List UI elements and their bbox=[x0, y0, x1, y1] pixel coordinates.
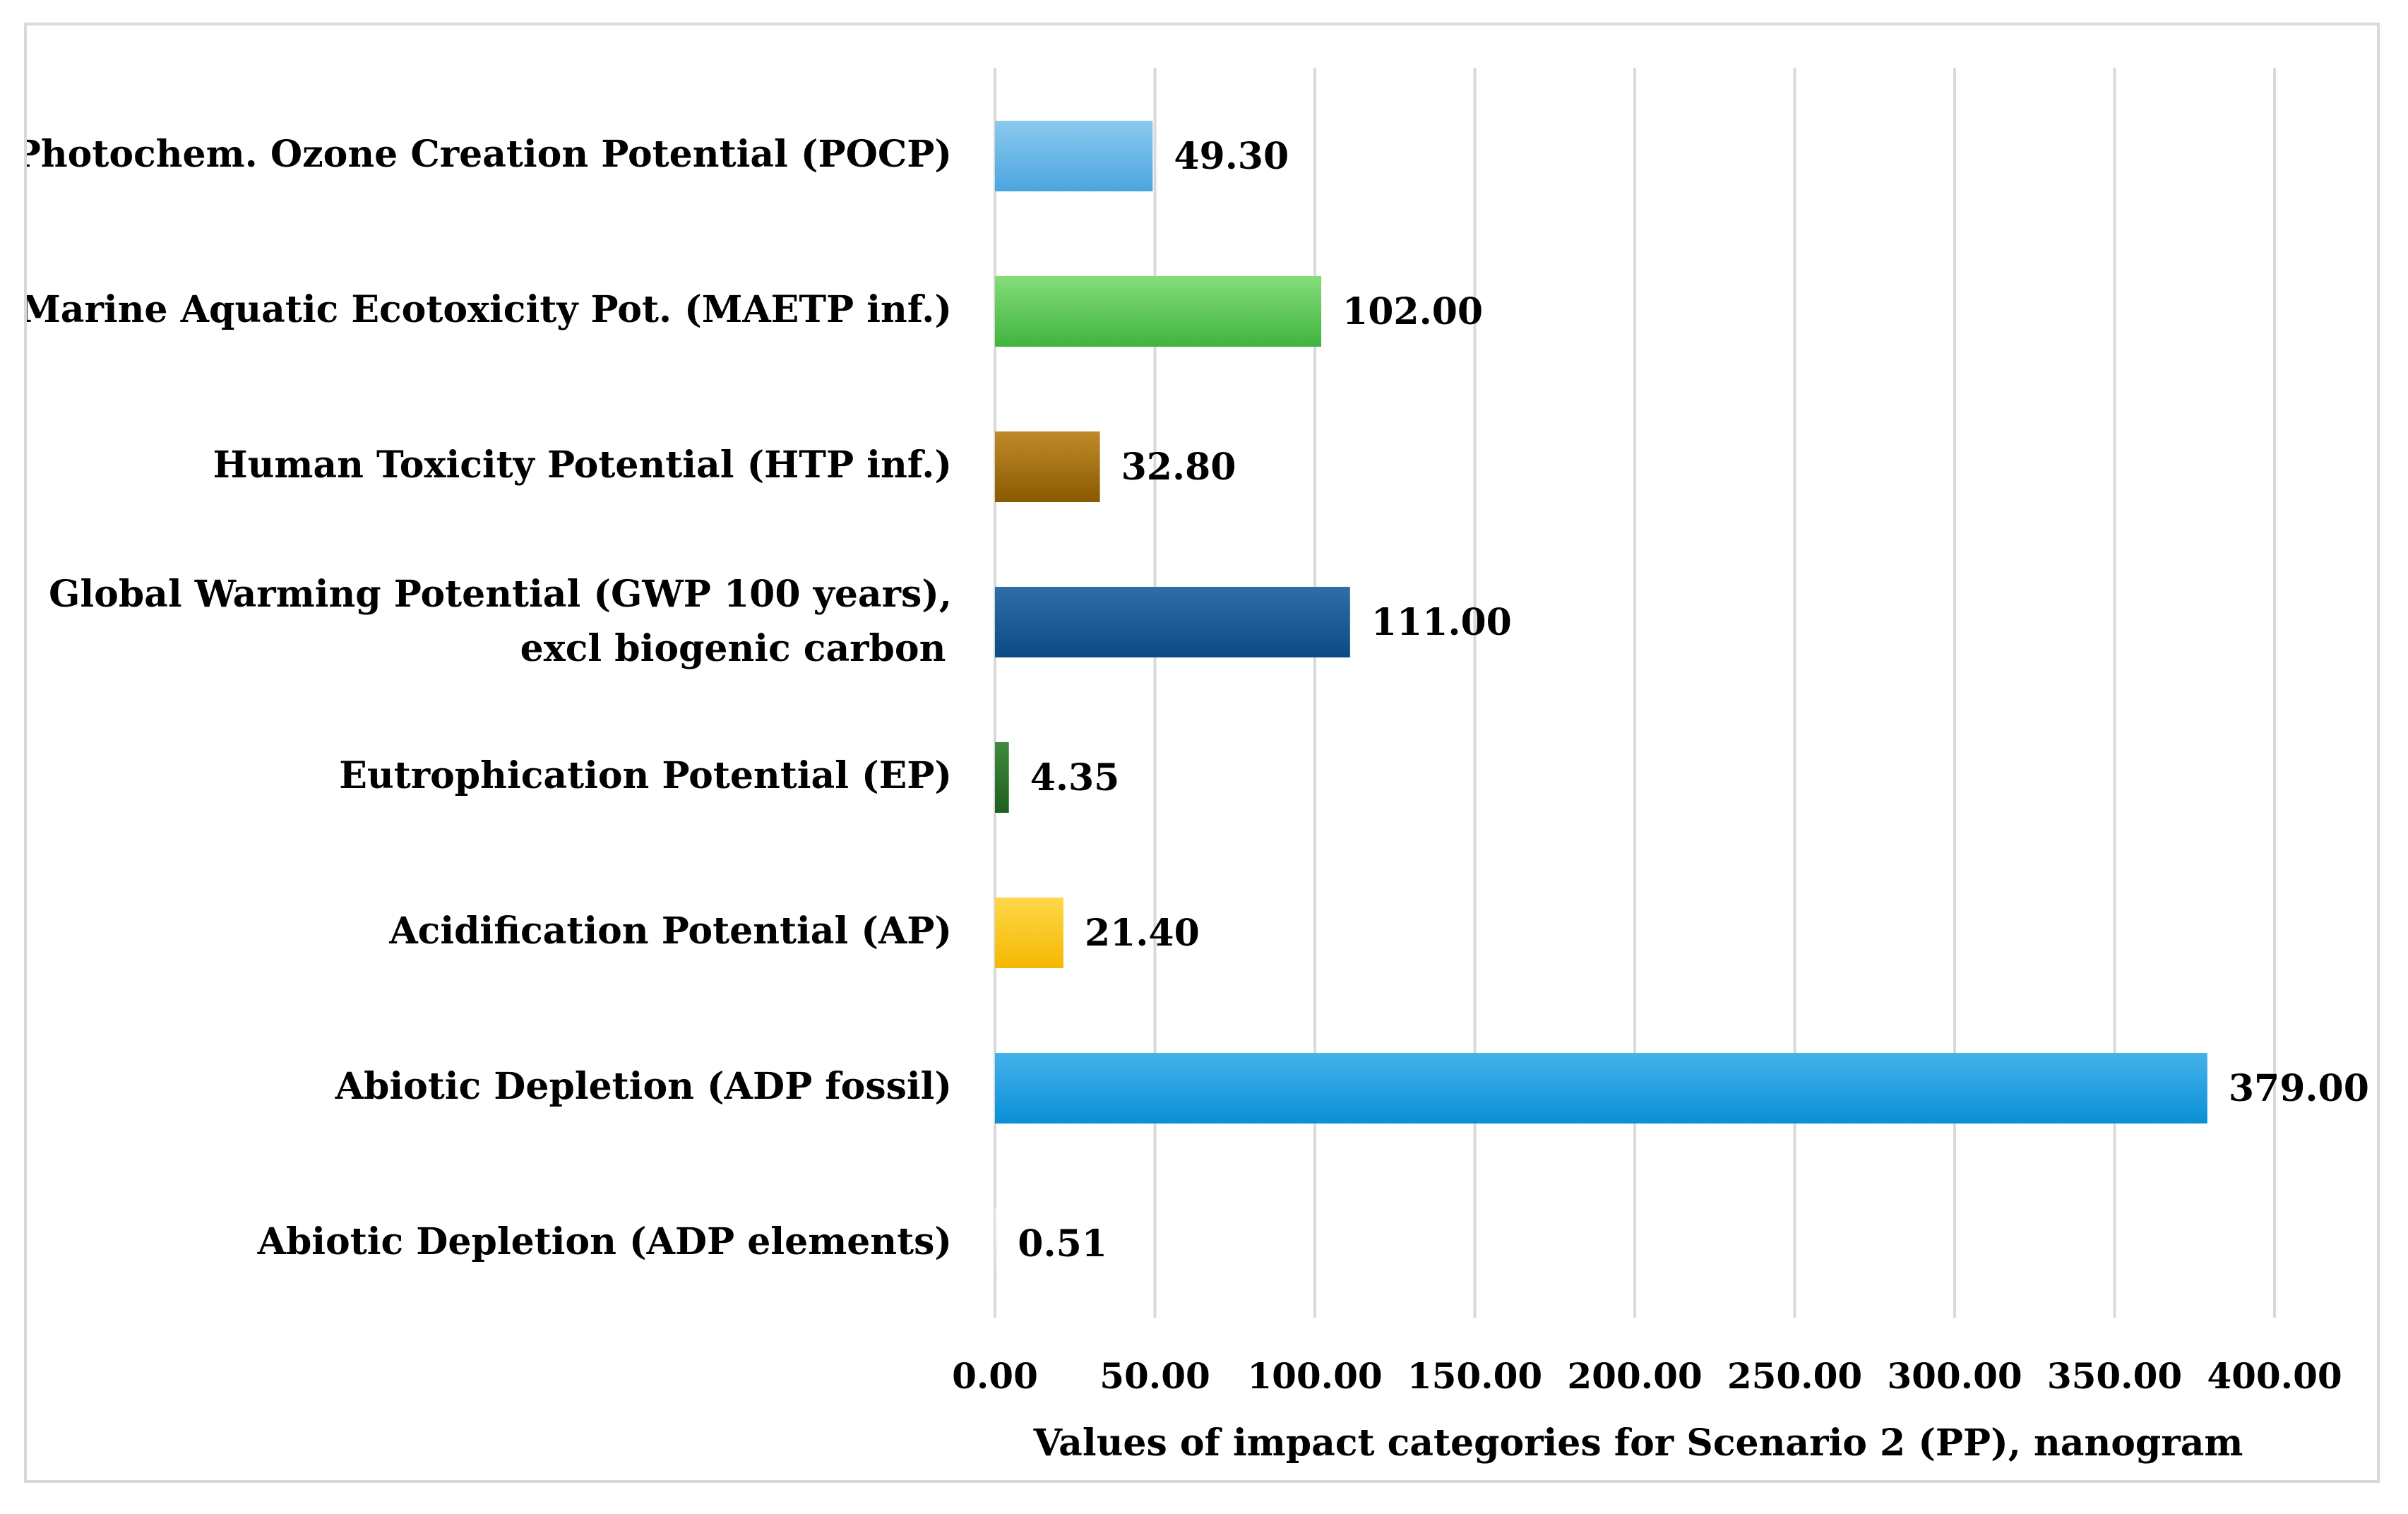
x-tick-label: 0.00 bbox=[952, 1355, 1038, 1397]
data-label: 0.51 bbox=[1018, 1222, 1107, 1265]
data-label: 111.00 bbox=[1371, 601, 1512, 644]
bar-4 bbox=[995, 742, 1009, 813]
bar-3 bbox=[995, 587, 1350, 657]
data-label: 49.30 bbox=[1174, 135, 1289, 178]
category-label: Marine Aquatic Ecotoxicity Pot. (MAETP i… bbox=[27, 288, 952, 331]
x-tick-label: 400.00 bbox=[2207, 1355, 2342, 1397]
category-label: Abiotic Depletion (ADP fossil) bbox=[335, 1065, 952, 1108]
bar-0 bbox=[995, 121, 1153, 191]
x-tick-label: 200.00 bbox=[1567, 1355, 1702, 1397]
bar-1 bbox=[995, 276, 1322, 347]
data-label: 32.80 bbox=[1121, 446, 1236, 489]
category-label: Photochem. Ozone Creation Potential (POC… bbox=[27, 133, 952, 176]
data-label: 379.00 bbox=[2229, 1067, 2369, 1110]
x-axis-title: Values of impact categories for Scenario… bbox=[1033, 1421, 2243, 1465]
category-label: Abiotic Depletion (ADP elements) bbox=[257, 1220, 952, 1263]
bar-6 bbox=[995, 1053, 2207, 1123]
x-tick-label: 250.00 bbox=[1727, 1355, 1862, 1397]
data-label: 102.00 bbox=[1342, 290, 1483, 333]
gridlines bbox=[994, 68, 2276, 1318]
category-label: Eutrophication Potential (EP) bbox=[339, 754, 952, 797]
x-tick-label: 300.00 bbox=[1887, 1355, 2022, 1397]
bars bbox=[995, 121, 2207, 1279]
x-tick-label: 50.00 bbox=[1099, 1355, 1210, 1397]
x-tick-label: 100.00 bbox=[1247, 1355, 1382, 1397]
bar-7 bbox=[995, 1208, 997, 1279]
category-label: Global Warming Potential (GWP 100 years)… bbox=[49, 573, 952, 616]
category-label: Acidification Potential (AP) bbox=[388, 910, 952, 953]
bar-2 bbox=[995, 431, 1100, 502]
category-label: Human Toxicity Potential (HTP inf.) bbox=[213, 443, 952, 487]
data-label: 4.35 bbox=[1030, 756, 1120, 799]
category-label: excl biogenic carbon bbox=[520, 627, 946, 670]
chart-frame: 0.00 50.00 100.00 150.00 200.00 250.00 300.00 3… bbox=[24, 23, 2380, 1483]
x-tick-label: 350.00 bbox=[2047, 1355, 2182, 1397]
data-label: 21.40 bbox=[1085, 912, 1200, 955]
bar-chart: 0.00 50.00 100.00 150.00 200.00 250.00 300.00 3… bbox=[27, 68, 2369, 1465]
labels: 0.00 50.00 100.00 150.00 200.00 250.00 300.00 3… bbox=[27, 133, 2369, 1397]
bar-5 bbox=[995, 898, 1063, 968]
x-tick-label: 150.00 bbox=[1407, 1355, 1542, 1397]
